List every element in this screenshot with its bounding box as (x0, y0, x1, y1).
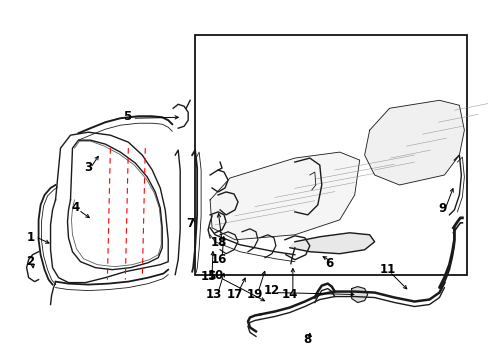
Text: 11: 11 (379, 263, 395, 276)
Text: 2: 2 (26, 255, 35, 268)
Text: 8: 8 (303, 333, 311, 346)
Text: 10: 10 (207, 269, 224, 282)
Polygon shape (364, 100, 464, 185)
Text: 6: 6 (325, 257, 333, 270)
Polygon shape (210, 152, 359, 240)
Text: 19: 19 (246, 288, 263, 301)
Text: 5: 5 (123, 110, 131, 123)
Text: 3: 3 (84, 161, 92, 174)
Text: 4: 4 (71, 201, 80, 215)
Text: 18: 18 (210, 236, 227, 249)
Polygon shape (289, 233, 374, 254)
Text: 12: 12 (263, 284, 280, 297)
Text: 16: 16 (210, 253, 227, 266)
Text: 15: 15 (201, 270, 217, 283)
Text: 13: 13 (205, 288, 222, 301)
Text: 14: 14 (281, 288, 298, 301)
Bar (194, 35, 466, 275)
Text: 1: 1 (26, 231, 35, 244)
Text: 17: 17 (226, 288, 243, 301)
Polygon shape (351, 287, 367, 302)
Text: 9: 9 (437, 202, 446, 215)
Text: 7: 7 (186, 217, 194, 230)
